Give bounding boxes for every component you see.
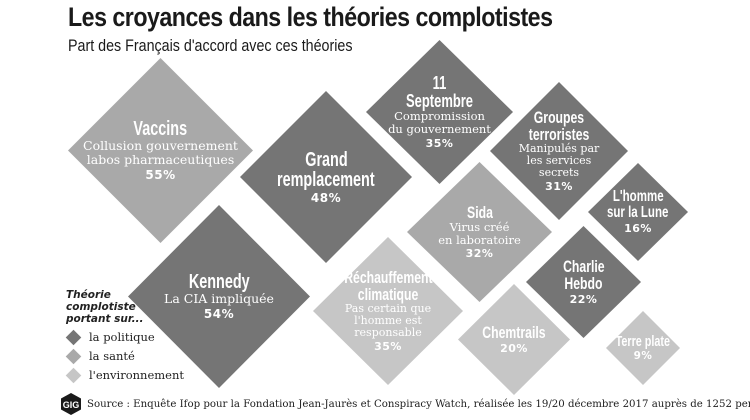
diamond-swatch-icon — [65, 329, 82, 345]
theory-desc: l'homme est — [354, 313, 422, 327]
diamond-groupes-terroristes: Groupes terroristes Manipulés par les se… — [490, 82, 628, 220]
theory-name: Chemtrails — [482, 323, 546, 342]
legend-title: portant sur... — [66, 313, 144, 325]
theory-pct: 55% — [145, 168, 176, 182]
theory-name: Septembre — [405, 91, 473, 112]
chart-title: Les croyances dans les théories comploti… — [68, 2, 553, 32]
diamond-swatch-icon — [65, 348, 82, 364]
theory-name: remplacement — [277, 168, 375, 191]
theory-name: Terre plate — [615, 333, 671, 350]
gig-logo-icon: GIG — [61, 393, 81, 415]
diamond-rechauffement-climatique: Réchauffement climatique Pas certain que… — [313, 237, 463, 385]
theory-desc: en laboratoire — [438, 232, 521, 247]
svg-text:GIG: GIG — [63, 400, 80, 410]
diamond-sida: Sida Virus créé en laboratoire 32% — [407, 162, 552, 302]
theory-pct: 35% — [425, 136, 454, 150]
diamond-shape — [240, 91, 412, 263]
theory-pct: 22% — [569, 293, 598, 306]
theory-pct: 54% — [203, 307, 235, 321]
diamond-shape — [490, 82, 628, 220]
theory-name: Groupes — [533, 107, 585, 127]
theory-name: Sida — [466, 202, 493, 222]
theory-name: Grand — [304, 148, 348, 171]
theory-pct: 20% — [500, 342, 528, 355]
diamond-shape — [606, 311, 680, 385]
theory-desc: les services — [526, 153, 592, 167]
diamond-11-septembre: 11 Septembre Compromission du gouverneme… — [366, 40, 513, 184]
theory-pct: 48% — [310, 190, 342, 205]
source-text: Source : Enquête Ifop pour la Fondation … — [87, 398, 750, 410]
legend-item-environnement: l'environnement — [65, 367, 185, 383]
legend-item-politique: la politique — [65, 329, 184, 345]
diamond-shape — [68, 58, 253, 243]
diamond-shape — [366, 40, 513, 184]
theory-name: climatique — [357, 284, 419, 304]
diamond-kennedy: Kennedy La CIA impliquée 54% — [128, 205, 310, 388]
theory-desc: Pas certain que — [344, 301, 432, 315]
theory-name: Hebdo — [564, 274, 603, 293]
legend-label: l'environnement — [89, 368, 185, 382]
legend: Théorie complotiste portant sur... la po… — [65, 289, 185, 383]
diamond-homme-sur-la-lune: L'homme sur la Lune 16% — [588, 163, 688, 261]
legend-item-sante: la santé — [65, 348, 184, 364]
theory-pct: 31% — [545, 180, 573, 194]
diamond-shape — [588, 163, 688, 261]
theory-pct: 9% — [633, 350, 653, 362]
theory-name: Vaccins — [133, 118, 188, 140]
chart-subtitle: Part des Français d'accord avec ces théo… — [68, 36, 353, 55]
diamond-shape — [407, 162, 552, 302]
theory-desc: La CIA impliquée — [164, 291, 274, 306]
theory-name: Kennedy — [188, 271, 250, 293]
legend-label: la santé — [89, 349, 135, 363]
theory-pct: 35% — [374, 340, 402, 354]
theory-desc: Compromission — [394, 109, 485, 124]
theory-desc: Virus créé — [449, 219, 510, 234]
theory-name: 11 — [432, 73, 447, 94]
theory-name: sur la Lune — [607, 204, 669, 221]
diamond-vaccins: Vaccins Collusion gouvernement labos pha… — [68, 58, 253, 243]
diamond-grand-remplacement: Grand remplacement 48% — [240, 91, 412, 263]
theory-desc: Manipulés par — [518, 141, 600, 155]
theory-name: L'homme — [612, 188, 664, 205]
diamond-shape — [313, 237, 463, 385]
theory-desc: labos pharmaceutiques — [86, 152, 235, 167]
theory-name: terroristes — [528, 124, 590, 144]
diamond-charlie-hebdo: Charlie Hebdo 22% — [526, 226, 641, 338]
diamond-chemtrails: Chemtrails 20% — [458, 284, 570, 395]
theory-desc: responsable — [354, 326, 422, 340]
diamond-shape — [128, 205, 310, 388]
legend-title: complotiste — [66, 301, 136, 313]
theory-pct: 16% — [624, 222, 652, 235]
theory-pct: 32% — [465, 247, 494, 261]
legend-title: Théorie — [66, 289, 111, 301]
footer: GIG Source : Enquête Ifop pour la Fondat… — [61, 393, 750, 415]
theory-name: Charlie — [562, 257, 605, 276]
diamond-swatch-icon — [65, 367, 82, 383]
diamond-shape — [526, 226, 641, 338]
diamond-terre-plate: Terre plate 9% — [606, 311, 680, 385]
theory-desc: secrets — [538, 166, 580, 180]
theory-name: Réchauffement — [343, 267, 433, 287]
diamond-shape — [458, 284, 570, 395]
theory-desc: du gouvernement — [388, 122, 491, 136]
legend-label: la politique — [89, 330, 155, 344]
theory-desc: Collusion gouvernement — [83, 138, 238, 153]
